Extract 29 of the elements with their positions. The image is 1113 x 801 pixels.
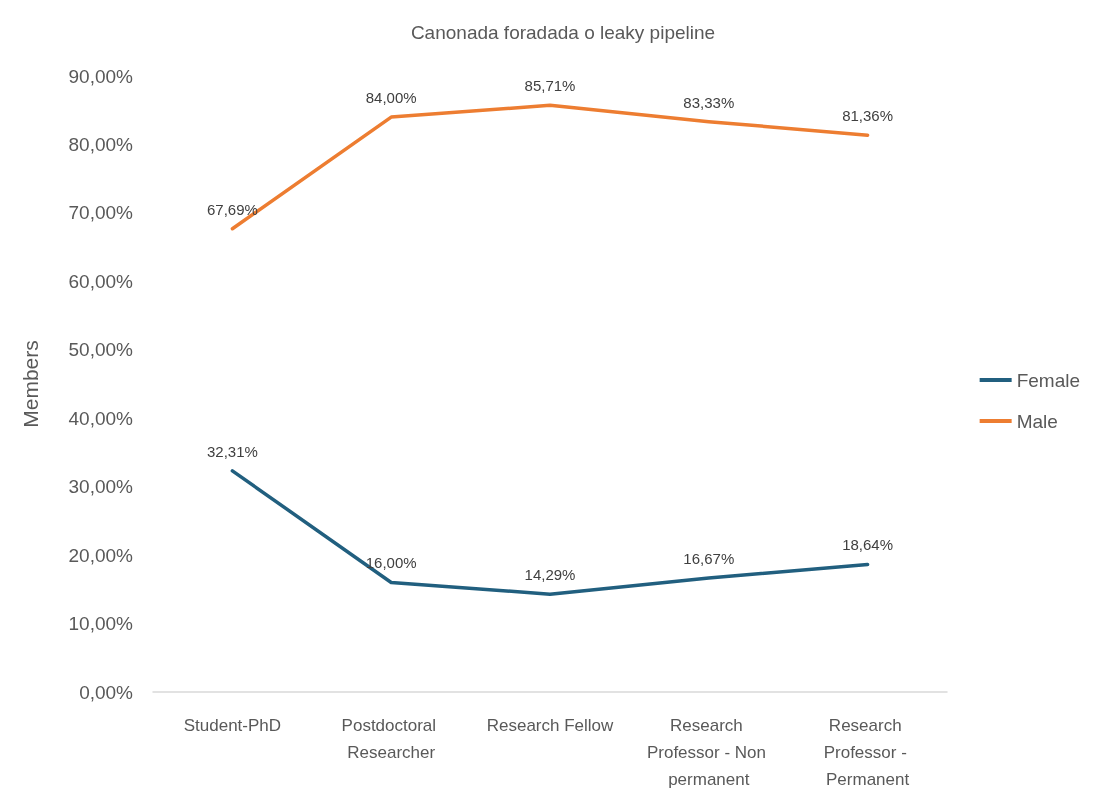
y-tick-label: 60,00% — [68, 270, 134, 292]
y-tick-label: 30,00% — [68, 476, 134, 498]
data-label: 14,29% — [524, 566, 576, 584]
y-tick-label: 40,00% — [68, 407, 134, 429]
x-tick-label: Research Fellow — [486, 716, 615, 735]
y-axis-title: Members — [19, 340, 42, 428]
y-tick-label: 20,00% — [68, 544, 134, 566]
y-tick-label: 90,00% — [68, 65, 134, 87]
legend-label: Female — [1016, 369, 1080, 391]
x-tick-label: Student-PhD — [183, 716, 282, 735]
x-tick-label: Research Professor - Non permanent — [646, 716, 771, 789]
y-tick-label: 80,00% — [68, 133, 134, 155]
data-label: 67,69% — [206, 200, 258, 218]
data-label: 85,71% — [524, 77, 576, 95]
data-label: 83,33% — [683, 93, 735, 111]
data-label: 18,64% — [842, 536, 894, 554]
y-tick-label: 70,00% — [68, 202, 134, 224]
y-tick-label: 10,00% — [68, 613, 134, 635]
legend-label: Male — [1016, 410, 1058, 432]
x-tick-label: Postdoctoral Researcher — [341, 716, 441, 762]
data-label: 16,00% — [365, 554, 417, 572]
data-label: 81,36% — [842, 107, 894, 125]
x-tick-label: Research Professor - Permanent — [823, 716, 912, 789]
chart-title: Canonada foradada o leaky pipeline — [410, 22, 716, 43]
data-label: 32,31% — [206, 442, 258, 460]
data-label: 84,00% — [365, 89, 417, 107]
y-tick-label: 50,00% — [68, 339, 134, 361]
data-label: 16,67% — [683, 549, 735, 567]
y-tick-label: 0,00% — [79, 681, 134, 703]
